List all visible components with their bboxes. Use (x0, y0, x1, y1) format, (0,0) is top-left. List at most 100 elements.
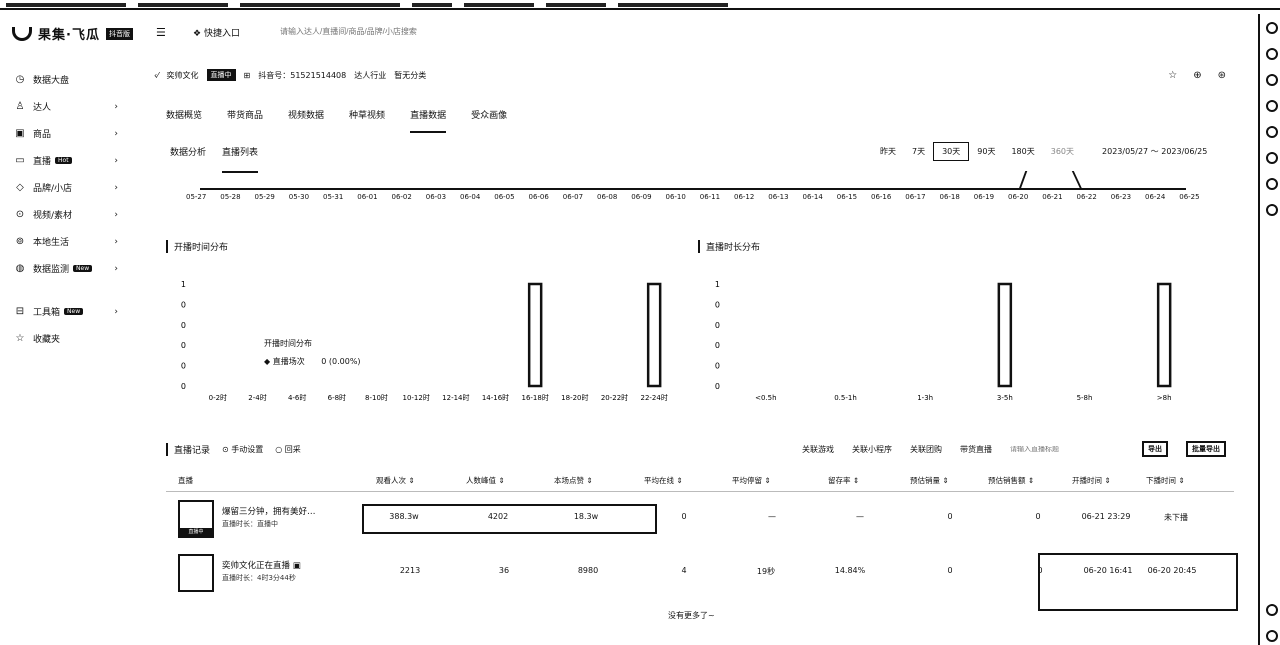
tab-overview[interactable]: 数据概览 (166, 111, 203, 121)
rail-icon[interactable] (1266, 74, 1278, 86)
rail-icon[interactable] (1266, 178, 1278, 190)
timeline-date-label[interactable]: 06-10 (665, 193, 686, 201)
timeline-date-label[interactable]: 06-05 (494, 193, 515, 201)
brand-logo[interactable]: 果集·飞瓜 抖音版 (12, 24, 133, 43)
qr-code-icon[interactable]: ⊞ (243, 70, 251, 80)
tab-seeding-videos[interactable]: 种草视频 (349, 111, 386, 121)
rail-icon[interactable] (1266, 604, 1278, 616)
live-title[interactable]: 爆留三分钟，拥有美好… (222, 507, 316, 517)
timeline-date-label[interactable]: 06-09 (631, 193, 652, 201)
rail-icon[interactable] (1266, 22, 1278, 34)
range-30d[interactable]: 30天 (933, 142, 970, 161)
sidebar-item-favorites[interactable]: ☆ 收藏夹 (14, 325, 124, 352)
filter-selling-live[interactable]: 带货直播 (960, 444, 992, 454)
timeline-date-label[interactable]: 06-25 (1179, 193, 1200, 201)
subtab-analysis[interactable]: 数据分析 (170, 148, 207, 158)
rail-icon[interactable] (1266, 100, 1278, 112)
sidebar-item-dashboard[interactable]: ◷ 数据大盘 (14, 66, 124, 93)
timeline-date-label[interactable]: 06-07 (562, 193, 584, 201)
timeline-date-label[interactable]: 06-04 (460, 193, 481, 201)
timeline-date-label[interactable]: 06-08 (597, 193, 618, 201)
date-span[interactable]: 2023/05/27 ～ 2023/06/25 (1102, 147, 1208, 156)
table-row[interactable]: 直播中 爆留三分钟，拥有美好… 直播时长：直播中 388.3w 4202 18.… (166, 500, 1234, 544)
tab-live-data[interactable]: 直播数据 (410, 108, 447, 133)
add-monitor-icon[interactable]: ⊕ (1193, 69, 1202, 81)
col-est-sales[interactable]: 预估销量 ⇕ (910, 475, 949, 486)
export-button[interactable]: 导出 (1142, 441, 1168, 457)
timeline-date-label[interactable]: 05-30 (288, 193, 310, 201)
timeline-date-label[interactable]: 05-28 (220, 193, 241, 201)
sidebar-item-live[interactable]: ▭ 直播 Hot › (14, 147, 124, 174)
col-end-time[interactable]: 下播时间 ⇕ (1146, 475, 1185, 486)
timeline-handle-left[interactable] (1018, 171, 1028, 189)
range-90d[interactable]: 90天 (977, 147, 996, 156)
col-retention[interactable]: 留存率 ⇕ (828, 475, 859, 486)
sidebar-item-brand[interactable]: ◇ 品牌/小店 › (14, 174, 124, 201)
col-viewers[interactable]: 观看人次 ⇕ (376, 475, 415, 486)
filter-game[interactable]: 关联游戏 (802, 444, 834, 454)
timeline-date-label[interactable]: 06-06 (528, 193, 549, 201)
timeline-date-label[interactable]: 06-23 (1110, 193, 1132, 201)
tab-audience[interactable]: 受众画像 (471, 111, 508, 121)
timeline-date-label[interactable]: 06-21 (1042, 193, 1063, 201)
filter-mini-program[interactable]: 关联小程序 (852, 444, 892, 454)
col-avg-stay[interactable]: 平均停留 ⇕ (732, 475, 771, 486)
timeline-date-label[interactable]: 05-29 (254, 193, 275, 201)
timeline-date-label[interactable]: 06-02 (391, 193, 412, 201)
col-start-time[interactable]: 开播时间 ⇕ (1072, 475, 1111, 486)
subtab-live-list[interactable]: 直播列表 (222, 145, 259, 173)
timeline-date-label[interactable]: 06-19 (973, 193, 995, 201)
timeline-date-label[interactable]: 06-12 (734, 193, 755, 201)
tab-products[interactable]: 带货商品 (227, 111, 264, 121)
rail-icon[interactable] (1266, 630, 1278, 642)
table-row[interactable]: 奕帅文化正在直播 ▣ 直播时长：4时3分44秒 2213 36 8980 4 1… (166, 554, 1234, 598)
radio-backfill[interactable]: ○ 回采 (275, 444, 301, 455)
range-360d[interactable]: 360天 (1050, 147, 1075, 156)
range-180d[interactable]: 180天 (1011, 147, 1035, 156)
radio-manual[interactable]: ⊙ 手动设置 (222, 444, 263, 455)
menu-toggle-icon[interactable]: ☰ (156, 26, 166, 39)
timeline-date-label[interactable]: 06-14 (802, 193, 823, 201)
share-icon[interactable]: ⊛ (1217, 69, 1226, 81)
timeline-date-label[interactable]: 06-11 (699, 193, 721, 201)
chart-bar[interactable] (1156, 282, 1172, 388)
range-yesterday[interactable]: 昨天 (880, 147, 896, 156)
timeline-date-label[interactable]: 06-15 (836, 193, 858, 201)
records-search-input[interactable] (1010, 445, 1076, 453)
col-likes[interactable]: 本场点赞 ⇕ (554, 475, 593, 486)
rail-icon[interactable] (1266, 152, 1278, 164)
timeline-date-label[interactable]: 05-27 (186, 193, 207, 201)
rail-icon[interactable] (1266, 48, 1278, 60)
sidebar-item-product[interactable]: ▣ 商品 › (14, 120, 124, 147)
timeline-date-label[interactable]: 06-03 (425, 193, 447, 201)
live-title[interactable]: 奕帅文化正在直播 ▣ (222, 559, 301, 571)
timeline-date-label[interactable]: 06-22 (1076, 193, 1097, 201)
timeline-date-label[interactable]: 06-18 (939, 193, 960, 201)
timeline-date-label[interactable]: 06-24 (1145, 193, 1166, 201)
timeline-date-label[interactable]: 06-16 (871, 193, 892, 201)
live-thumbnail[interactable] (178, 554, 214, 592)
sidebar-item-toolbox[interactable]: ⊟ 工具箱 New › (14, 298, 124, 325)
range-7d[interactable]: 7天 (912, 147, 926, 156)
col-est-revenue[interactable]: 预估销售额 ⇕ (988, 475, 1034, 486)
timeline-date-label[interactable]: 05-31 (323, 193, 344, 201)
timeline-handle-right[interactable] (1071, 171, 1083, 189)
tab-videos[interactable]: 视频数据 (288, 111, 325, 121)
timeline-date-label[interactable]: 06-13 (768, 193, 789, 201)
profile-name[interactable]: 奕帅文化 (166, 70, 199, 80)
chart-bar[interactable] (527, 282, 543, 388)
sidebar-item-monitor[interactable]: ◍ 数据监测 New › (14, 255, 124, 282)
timeline-date-label[interactable]: 06-20 (1008, 193, 1029, 201)
rail-icon[interactable] (1266, 126, 1278, 138)
rail-icon[interactable] (1266, 204, 1278, 216)
timeline-date-label[interactable]: 06-01 (357, 193, 378, 201)
back-icon[interactable]: ‹⁄ (154, 70, 159, 80)
global-search-input[interactable] (280, 27, 480, 36)
chart-bar[interactable] (646, 282, 662, 388)
sidebar-item-local[interactable]: ⊚ 本地生活 › (14, 228, 124, 255)
chart-bar[interactable] (997, 282, 1013, 388)
quick-entry-button[interactable]: ❖ 快捷入口 (193, 26, 240, 39)
filter-group-buy[interactable]: 关联团购 (910, 444, 942, 454)
sidebar-item-video[interactable]: ⊙ 视频/素材 › (14, 201, 124, 228)
live-thumbnail[interactable]: 直播中 (178, 500, 214, 538)
